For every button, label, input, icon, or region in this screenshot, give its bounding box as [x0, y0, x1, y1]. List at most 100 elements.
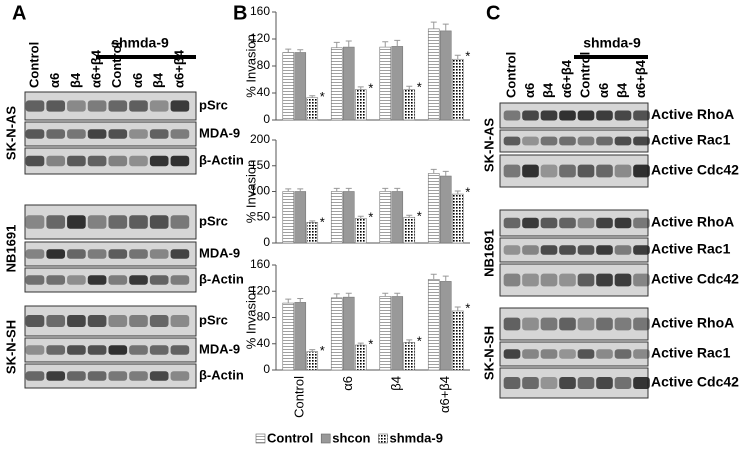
blot-band	[149, 100, 169, 112]
blot-band	[559, 245, 576, 255]
y-tick-label: 200	[250, 132, 270, 146]
blot-band	[170, 249, 190, 259]
blot-band	[25, 249, 45, 259]
blot-band	[614, 164, 632, 178]
error-bar	[285, 48, 292, 53]
blot-band	[633, 245, 650, 255]
blot-band	[577, 217, 595, 229]
lane-label: α6	[522, 83, 537, 98]
blot-band	[503, 349, 521, 359]
blot-band	[596, 164, 613, 178]
blot-band	[633, 110, 650, 121]
error-bar	[382, 41, 389, 48]
group-bar	[574, 55, 648, 59]
blot-band	[170, 371, 190, 381]
blot-band	[614, 245, 632, 255]
error-bar	[454, 190, 461, 195]
significance-marker: *	[465, 300, 470, 315]
error-bar	[406, 214, 413, 218]
cell-line-label: SK-N-SH	[3, 320, 18, 374]
row-label: β-Actin	[199, 152, 244, 167]
blot-band	[577, 273, 595, 287]
blot-band	[108, 249, 128, 259]
blot-band	[540, 349, 558, 359]
blot-band	[540, 217, 558, 229]
blot-band	[503, 164, 521, 178]
error-bar	[297, 49, 304, 53]
blot-band	[503, 217, 521, 229]
blot-band	[170, 315, 190, 327]
y-tick-label: 0	[263, 235, 270, 249]
cell-line-label: SK-N-SH	[481, 326, 496, 380]
y-tick-label: 0	[263, 112, 270, 126]
bar	[306, 97, 319, 121]
error-bar	[285, 298, 292, 304]
blot-band	[46, 371, 66, 381]
group-label: shmda-9	[111, 35, 169, 51]
blot-band	[540, 317, 558, 331]
row-label: Active Rac1	[651, 132, 731, 148]
blot-band	[559, 164, 576, 178]
blot-band	[633, 377, 650, 389]
blot-band	[149, 371, 169, 381]
bar	[354, 217, 367, 244]
significance-marker: *	[368, 337, 373, 352]
row-label: β-Actin	[199, 367, 244, 382]
blot-band	[67, 275, 86, 285]
error-bar	[442, 275, 449, 282]
error-bar	[345, 40, 352, 48]
blot-band	[149, 215, 169, 229]
bar	[391, 296, 404, 371]
blot-band	[577, 317, 595, 331]
row-label: pSrc	[199, 97, 228, 112]
error-bar	[345, 292, 352, 298]
y-tick-label: 120	[250, 283, 270, 297]
error-bar	[285, 188, 292, 192]
bar	[427, 28, 440, 121]
blot-band	[129, 249, 148, 259]
blot-band	[129, 215, 148, 229]
bar	[282, 52, 295, 121]
bar	[330, 297, 343, 371]
y-tick-label: 160	[250, 257, 270, 271]
blot-band	[149, 315, 169, 327]
y-tick-label: 80	[257, 58, 271, 72]
error-bar	[333, 41, 340, 48]
blot-band	[633, 349, 650, 359]
blot-band	[67, 345, 86, 355]
blot-band	[46, 129, 66, 139]
row-label: β-Actin	[199, 271, 244, 286]
blot-band	[577, 349, 595, 359]
bar	[427, 279, 440, 371]
blot-band	[522, 217, 539, 229]
y-tick-label: 40	[257, 85, 271, 99]
y-tick-label: 160	[250, 4, 270, 18]
y-tick-label: 50	[257, 209, 271, 223]
y-tick-label: 40	[257, 336, 271, 350]
cell-line-label: SK-N-AS	[3, 106, 18, 160]
y-axis-label: % Invasion	[243, 160, 258, 224]
lane-label: α6+β4	[559, 59, 574, 98]
row-label: Active RhoA	[651, 106, 734, 122]
blot-band	[87, 155, 107, 167]
bar	[330, 191, 343, 244]
bar	[379, 191, 392, 244]
lane-label: Control	[26, 42, 41, 88]
blot-band	[577, 377, 595, 389]
blot-band	[129, 275, 148, 285]
blot-band	[129, 345, 148, 355]
legend-swatch	[255, 433, 266, 444]
blot-band	[559, 136, 576, 146]
error-bar	[309, 349, 316, 352]
bar	[403, 216, 416, 244]
blot-band	[633, 164, 650, 178]
y-tick-label: 150	[250, 158, 270, 172]
blot-band	[46, 315, 66, 327]
blot-band	[46, 249, 66, 259]
cell-line-label: NB1691	[481, 229, 496, 277]
error-bar	[430, 273, 437, 280]
blot-band	[67, 100, 86, 112]
blot-band	[577, 110, 595, 121]
significance-marker: *	[417, 80, 422, 95]
blot-band	[170, 129, 190, 139]
